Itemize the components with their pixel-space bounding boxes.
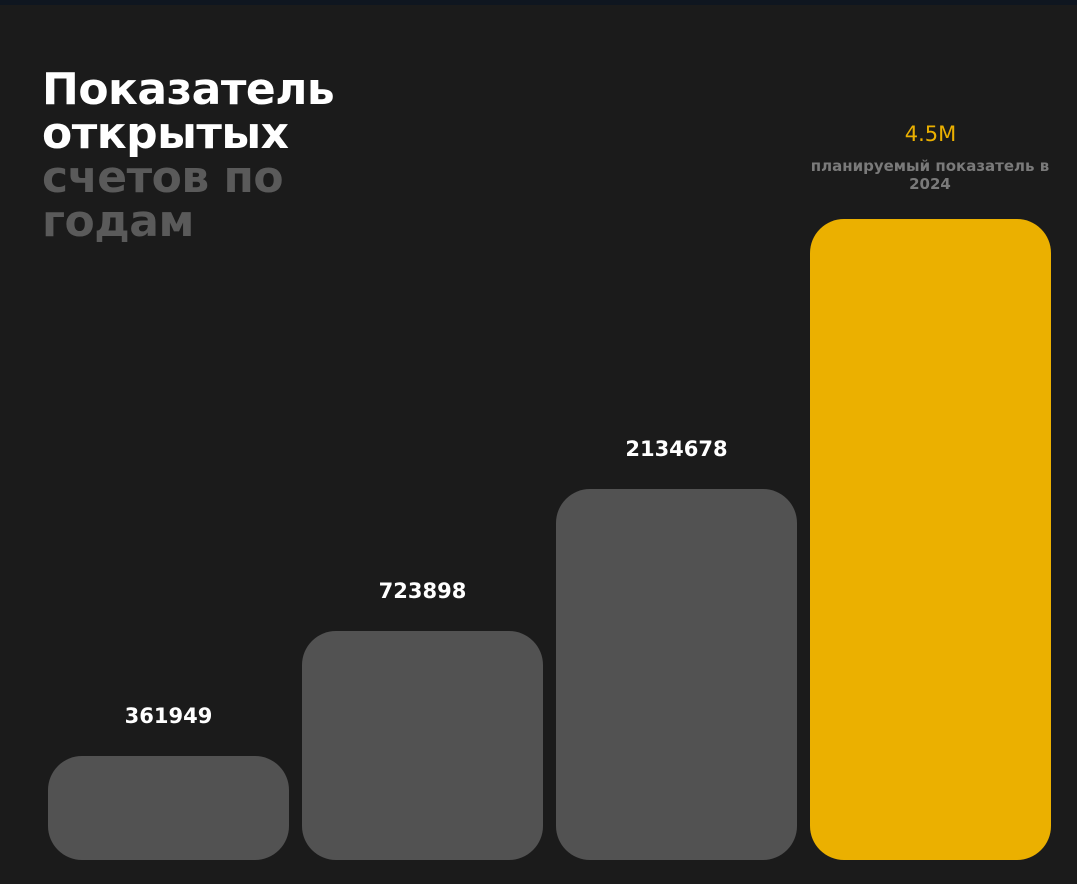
bar-value-planned: 4.5M: [904, 122, 957, 146]
title-secondary: счетов по годам: [42, 152, 284, 247]
top-strip: [0, 0, 1077, 5]
bar-value: 2134678: [625, 437, 728, 461]
bar: [48, 756, 289, 860]
bar-caption: планируемый показатель в 2024: [810, 157, 1050, 193]
bar-value: 361949: [124, 704, 213, 728]
bar: [302, 631, 543, 860]
bar-value: 723898: [378, 579, 467, 603]
bar: [556, 489, 797, 860]
bar-planned: [810, 219, 1051, 860]
section-title: Показатель открытых счетов по годам: [42, 68, 342, 244]
title-primary: Показатель открытых: [42, 64, 335, 159]
